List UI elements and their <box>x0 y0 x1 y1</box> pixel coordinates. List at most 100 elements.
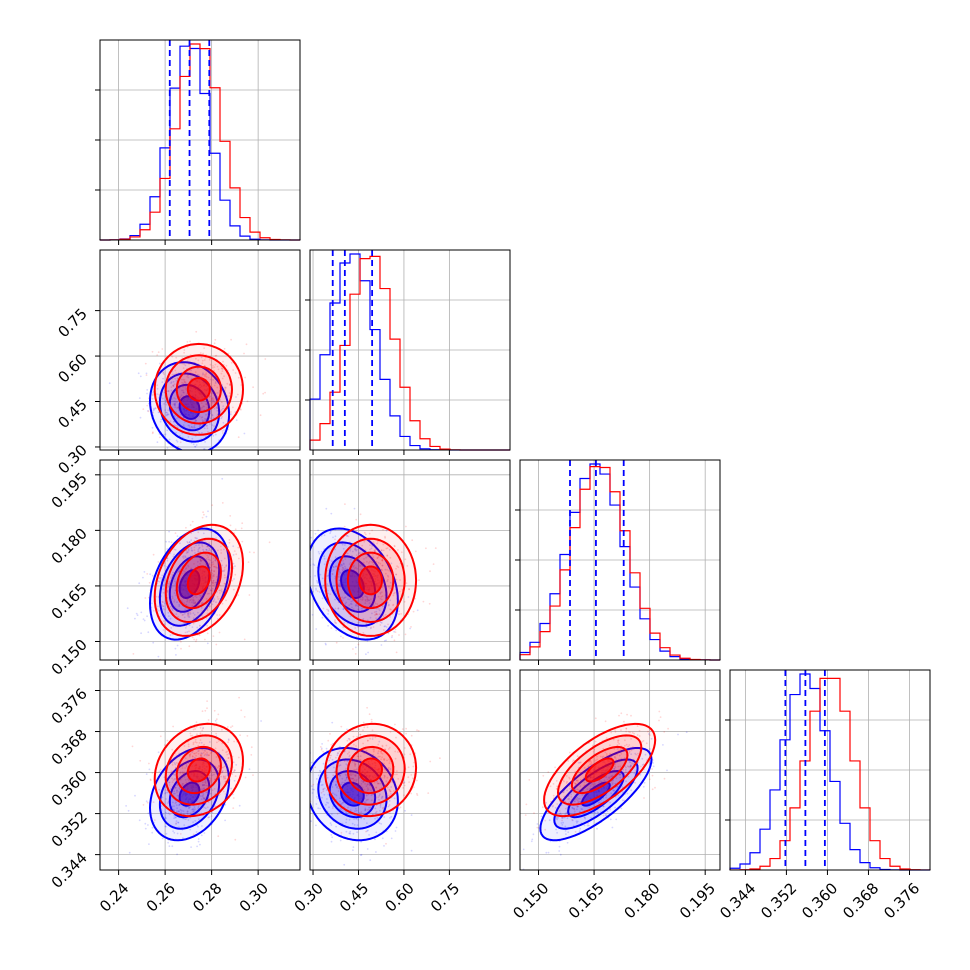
x-tick-label: 0.60 <box>381 879 417 915</box>
x-tick-label: 0.30 <box>236 879 272 915</box>
red-contour-2 <box>346 551 395 610</box>
x-tick-label: 0.352 <box>757 879 800 922</box>
x-tick-label: 0.150 <box>509 879 552 922</box>
red-contour-3 <box>186 377 211 402</box>
y-tick-label: 0.30 <box>54 441 90 477</box>
blue-contour-0 <box>310 527 399 641</box>
red-density-core <box>187 566 210 595</box>
x-tick-label: 0.360 <box>798 879 841 922</box>
panel-ticks <box>305 299 450 455</box>
panel-frame <box>99 249 301 451</box>
red-histogram-2 <box>519 465 721 661</box>
y-tick-label: 0.180 <box>48 524 91 567</box>
panel-frame <box>519 459 721 661</box>
red-density-core <box>359 566 382 595</box>
red-contour-0 <box>153 523 244 637</box>
blue-histogram-0 <box>99 45 300 241</box>
red-contour-2 <box>346 745 395 795</box>
blue-contour-0 <box>539 747 653 842</box>
blue-density-core <box>341 570 364 598</box>
panel-ticks <box>95 89 259 245</box>
y-tick-label: 0.352 <box>48 808 91 851</box>
panel-ticks <box>538 870 706 875</box>
blue-histogram-3 <box>729 673 930 871</box>
x-tick-label: 0.195 <box>676 879 719 922</box>
blue-contour-0 <box>310 747 399 842</box>
blue-density-core <box>341 782 364 806</box>
x-tick-label: 0.344 <box>716 879 759 922</box>
blue-contour-2 <box>328 555 377 613</box>
panel-frame <box>309 669 511 871</box>
y-tick-label: 0.344 <box>48 849 91 892</box>
blue-density-core <box>179 396 200 419</box>
panel-ticks <box>95 690 259 875</box>
red-histogram-3 <box>729 677 931 871</box>
blue-contour-1 <box>553 758 639 830</box>
red-contour-3 <box>358 565 383 596</box>
red-contour-2 <box>570 745 629 795</box>
panel-3-0: 0.24 0.26 0.28 0.30 0.3440.3520.3600.3680.37… <box>48 669 301 916</box>
red-contour-1 <box>335 734 406 806</box>
panel-ticks <box>312 870 450 875</box>
y-tick-label: 0.360 <box>48 767 91 810</box>
x-tick-label: 0.26 <box>143 879 179 915</box>
red-density-core <box>187 758 210 782</box>
panel-3-2: 0.150 0.165 0.180 0.195 <box>509 669 721 922</box>
panel-ticks <box>725 719 910 875</box>
red-contour-1 <box>164 354 233 425</box>
panel-2-0: 0.150 0.165 0.180 0.195 <box>48 459 301 679</box>
y-tick-label: 0.60 <box>54 350 90 386</box>
x-tick-label: 0.165 <box>565 879 608 922</box>
x-tick-label: 0.75 <box>427 879 463 915</box>
blue-contour-3 <box>178 781 201 807</box>
red-contour-1 <box>164 734 233 806</box>
red-contour-0 <box>153 342 244 436</box>
red-density-core <box>359 758 382 782</box>
red-contour-3 <box>186 757 211 783</box>
red-contour-3 <box>358 757 383 783</box>
panel-2-1 <box>309 459 511 665</box>
red-contour-0 <box>543 722 657 818</box>
blue-density-core <box>179 782 200 806</box>
x-tick-label: 0.30 <box>291 879 327 915</box>
panel-1-1 <box>305 249 511 455</box>
blue-contour-3 <box>340 569 365 599</box>
panel-ticks <box>95 310 259 455</box>
panel-frame <box>309 249 511 451</box>
panel-frame <box>519 669 721 871</box>
red-contour-0 <box>324 523 418 637</box>
x-tick-label: 0.180 <box>620 879 663 922</box>
panel-2-2 <box>515 459 721 665</box>
blue-contour-3 <box>340 781 365 807</box>
red-contour-1 <box>557 734 643 806</box>
panel-3-1: 0.30 0.45 0.60 0.75 <box>291 669 511 916</box>
red-contour-2 <box>175 551 222 610</box>
blue-density-core <box>582 782 610 806</box>
y-tick-label: 0.376 <box>48 685 91 728</box>
panel-frame <box>99 669 301 871</box>
red-contour-0 <box>153 722 244 818</box>
y-tick-label: 0.165 <box>48 580 91 623</box>
panel-frame <box>99 459 301 661</box>
red-contour-2 <box>175 365 222 414</box>
red-contour-0 <box>324 722 418 818</box>
y-tick-label: 0.368 <box>48 726 91 769</box>
red-histogram-0 <box>99 43 301 241</box>
panel-ticks <box>312 660 450 665</box>
red-contour-2 <box>175 745 222 795</box>
red-density-core <box>585 758 614 782</box>
x-tick-label: 0.24 <box>96 879 132 915</box>
panel-0-0 <box>95 39 301 245</box>
blue-contour-0 <box>149 527 231 641</box>
x-tick-label: 0.368 <box>839 879 882 922</box>
panel-ticks <box>515 509 706 665</box>
panel-frame <box>99 39 301 241</box>
panel-ticks <box>95 474 259 665</box>
blue-contour-2 <box>168 555 211 613</box>
x-tick-label: 0.28 <box>189 879 225 915</box>
y-tick-label: 0.150 <box>48 636 91 679</box>
blue-contour-1 <box>317 541 388 627</box>
panel-frame <box>309 459 511 661</box>
blue-contour-0 <box>149 747 231 842</box>
